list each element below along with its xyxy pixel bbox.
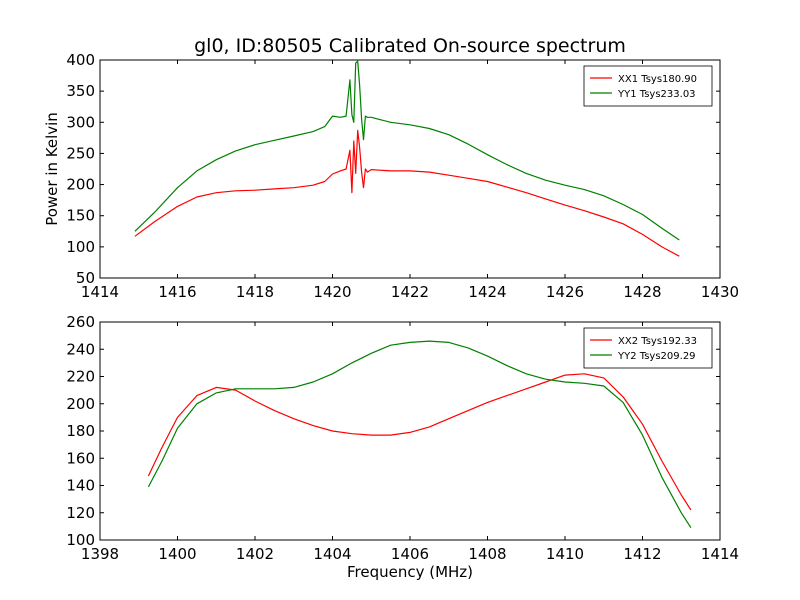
y-tick-label: 200 (66, 395, 95, 413)
series-line-2 (147, 340, 692, 529)
legend: XX2 Tsys192.33 YY2 Tsys209.29 (583, 327, 713, 369)
y-tick-label: 400 (66, 51, 95, 69)
chart-title: gl0, ID:80505 Calibrated On-source spect… (194, 35, 626, 57)
y-tick-label: 260 (66, 313, 95, 331)
x-tick-label: 1414 (81, 283, 119, 301)
legend: XX1 Tsys180.90 YY1 Tsys233.03 (583, 65, 713, 107)
x-tick-label: 1426 (546, 283, 584, 301)
x-tick-label: 1402 (236, 545, 274, 563)
y-tick-label: 300 (66, 113, 95, 131)
legend-label: YY2 Tsys209.29 (617, 351, 696, 362)
y-tick-label: 50 (76, 269, 95, 287)
y-tick-label: 100 (66, 238, 95, 256)
top-panel: 1414 1416 1418 1420 1422 1424 1426 1428 1430 50 10… (66, 51, 739, 301)
y-tick-label: 160 (66, 449, 95, 467)
x-tick-label: 1428 (623, 283, 661, 301)
y-tick-label: 200 (66, 176, 95, 194)
x-tick-label: 1420 (313, 283, 351, 301)
y-tick-label: 180 (66, 422, 95, 440)
legend-label: XX1 Tsys180.90 (618, 74, 697, 85)
x-tick-label: 1398 (81, 545, 119, 563)
y-tick-label: 350 (66, 82, 95, 100)
y-tick-label: 220 (66, 368, 95, 386)
series-line-1 (134, 129, 680, 257)
x-tick-label: 1404 (313, 545, 351, 563)
x-tick-label: 1400 (158, 545, 196, 563)
y-tick-label: 120 (66, 504, 95, 522)
series-line-2 (134, 60, 680, 241)
x-tick-label: 1430 (701, 283, 739, 301)
y-tick-label: 250 (66, 144, 95, 162)
legend-box (583, 327, 713, 369)
y-tick-label: 100 (66, 531, 95, 549)
series-line-1 (147, 373, 692, 511)
x-tick-label: 1412 (623, 545, 661, 563)
x-tick-label: 1416 (158, 283, 196, 301)
legend-label: XX2 Tsys192.33 (618, 336, 697, 347)
x-tick-label: 1418 (236, 283, 274, 301)
y-tick-label: 150 (66, 207, 95, 225)
x-tick-label: 1410 (546, 545, 584, 563)
x-tick-label: 1414 (701, 545, 739, 563)
y-axis-label: Power in Kelvin (43, 112, 61, 226)
y-tick-label: 240 (66, 340, 95, 358)
legend-label: YY1 Tsys233.03 (617, 89, 696, 100)
x-tick-label: 1422 (391, 283, 429, 301)
x-tick-label: 1424 (468, 283, 506, 301)
x-tick-label: 1408 (468, 545, 506, 563)
bottom-panel: 1398 1400 1402 1404 1406 1408 1410 1412 1414 100 1… (66, 313, 739, 563)
x-tick-label: 1406 (391, 545, 429, 563)
x-axis-label: Frequency (MHz) (347, 563, 473, 581)
legend-box (583, 65, 713, 107)
y-tick-label: 140 (66, 477, 95, 495)
